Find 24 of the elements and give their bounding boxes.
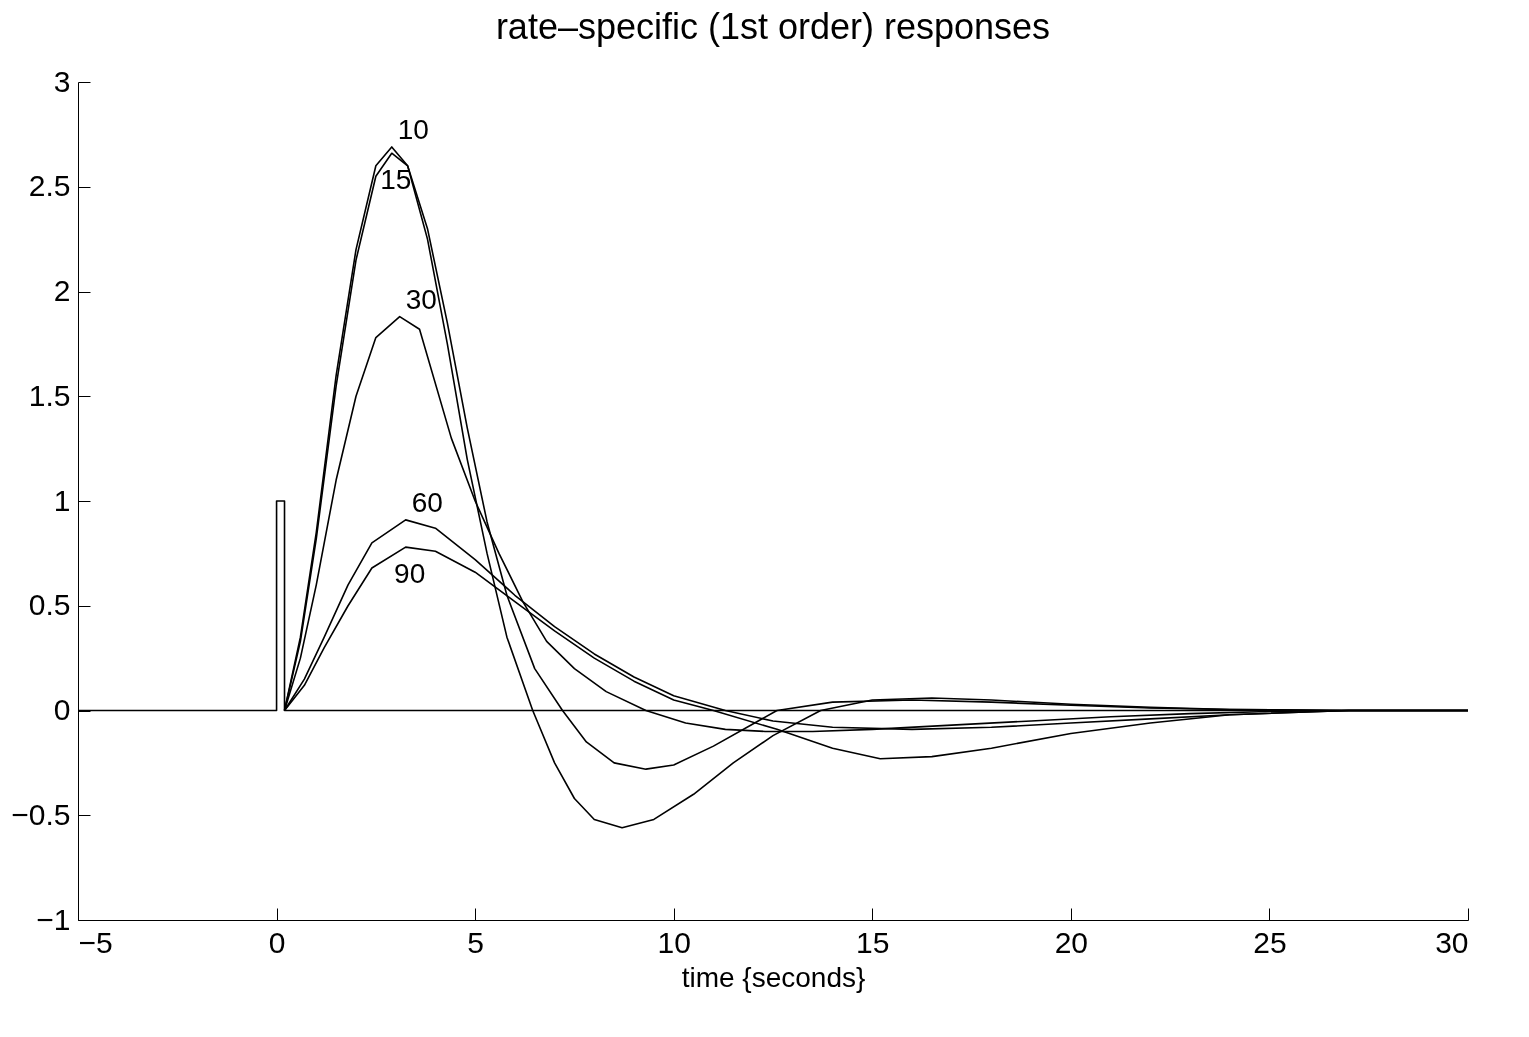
x-tick-label: 5	[467, 925, 484, 959]
x-tick-label: 10	[657, 925, 691, 959]
y-tick-label: 0	[53, 693, 71, 726]
x-tick-label: 25	[1253, 925, 1287, 959]
series-label: 15	[380, 164, 412, 196]
series-label: 90	[394, 558, 426, 590]
x-tick-label: −5	[78, 925, 113, 959]
y-tick-label: 2	[53, 274, 71, 307]
x-axis-title: time {seconds}	[681, 961, 866, 993]
y-tick-label: −1	[36, 902, 71, 936]
x-tick-label: 15	[856, 925, 890, 959]
series-label: 60	[411, 486, 443, 518]
x-tick-label: 20	[1054, 925, 1089, 959]
y-tick-label: 2.5	[28, 169, 71, 203]
y-tick-label: 1.5	[28, 378, 71, 412]
y-tick-label: −0.5	[11, 797, 71, 831]
series-label: 10	[397, 113, 429, 145]
x-tick-label: 30	[1435, 925, 1469, 959]
y-tick-label: 3	[53, 64, 71, 98]
y-tick-label: 1	[53, 483, 71, 517]
series-label: 30	[405, 283, 437, 315]
x-tick-label: 0	[268, 925, 286, 959]
y-tick-label: 0.5	[28, 588, 71, 622]
chart-title: rate–specific (1st order) responses	[495, 6, 1051, 47]
